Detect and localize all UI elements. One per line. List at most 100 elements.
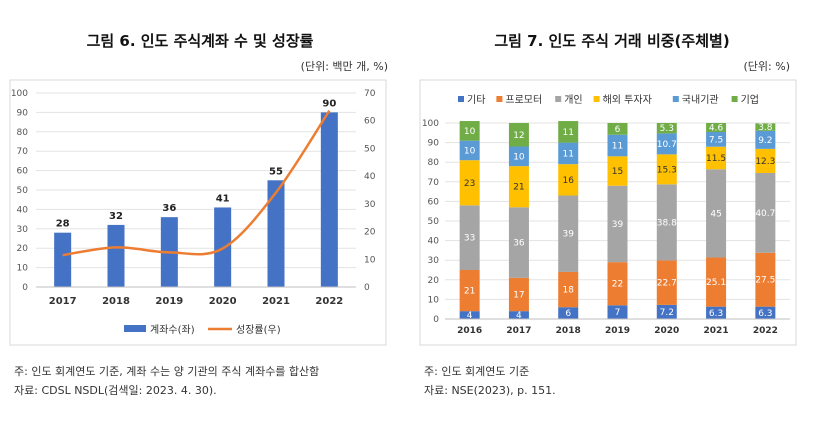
segment-data-label: 4 [467, 311, 473, 321]
segment-data-label: 45 [710, 209, 721, 219]
y-right-tick-label: 0 [364, 283, 370, 293]
segment-data-label: 21 [513, 183, 524, 193]
bar-data-label: 36 [162, 203, 176, 214]
segment-data-label: 7.5 [709, 135, 723, 145]
stacked-bar-segment [558, 142, 579, 165]
segment-data-label: 4 [516, 311, 522, 321]
stacked-bar-segment [706, 123, 727, 133]
y-left-tick-label: 30 [17, 225, 29, 235]
segment-data-label: 6 [615, 125, 621, 135]
y-tick-label: 60 [428, 197, 440, 207]
stacked-bar-segment [656, 154, 677, 185]
stacked-bar-segment [755, 123, 776, 131]
x-tick-label: 2020 [209, 296, 237, 307]
legend-swatch [731, 96, 738, 102]
bar-data-label: 55 [269, 166, 283, 177]
stacked-bar-segment [508, 166, 529, 208]
stacked-bar-segment [607, 185, 628, 263]
chart-accounts-unit: (단위: 백만 개, %) [301, 60, 388, 73]
y-left-tick-label: 0 [22, 283, 28, 293]
stacked-bar-segment [508, 207, 529, 278]
segment-data-label: 27.5 [755, 276, 775, 286]
bar [320, 112, 338, 288]
segment-data-label: 10 [464, 146, 476, 156]
stacked-bar-segment [459, 270, 480, 312]
legend-swatch [496, 96, 503, 102]
segment-data-label: 7 [615, 308, 621, 318]
x-tick-label: 2022 [753, 326, 778, 336]
stacked-bar-segment [558, 307, 579, 319]
segment-data-label: 25.1 [706, 278, 726, 288]
stacked-bar-segment [459, 160, 480, 206]
y-right-tick-label: 10 [364, 255, 376, 265]
segment-data-label: 5.3 [660, 124, 674, 134]
y-tick-label: 70 [428, 178, 440, 188]
segment-data-label: 39 [612, 220, 624, 230]
segment-data-label: 10 [464, 127, 476, 137]
segment-data-label: 10.7 [657, 140, 677, 150]
x-tick-label: 2020 [654, 326, 679, 336]
segment-data-label: 11 [562, 128, 573, 138]
segment-data-label: 4.6 [709, 124, 724, 134]
legend-label: 국내기관 [682, 94, 719, 106]
stacked-bar-segment [656, 260, 677, 305]
growth-rate-line [62, 110, 331, 257]
segment-data-label: 39 [562, 230, 574, 240]
segment-data-label: 9.2 [758, 136, 772, 146]
x-tick-label: 2018 [556, 326, 581, 336]
stacked-bar-segment [459, 205, 480, 270]
legend-swatch [593, 96, 600, 102]
bar-data-label: 28 [56, 219, 70, 230]
stacked-bar-segment [459, 311, 480, 319]
bar [267, 180, 285, 287]
stacked-bar-segment [706, 169, 727, 258]
y-left-tick-label: 80 [17, 128, 29, 138]
y-left-tick-label: 20 [17, 244, 29, 254]
bar [54, 232, 72, 287]
stacked-bar-segment [755, 306, 776, 319]
stacked-bar-segment [755, 130, 776, 149]
segment-data-label: 12.3 [755, 157, 775, 167]
stacked-bar-segment [558, 195, 579, 272]
chart-accounts-title: 그림 6. 인도 주식계좌 수 및 성장률 [87, 32, 314, 50]
segment-data-label: 33 [464, 234, 475, 244]
segment-data-label: 40.7 [755, 209, 775, 219]
stacked-bar-segment [706, 132, 727, 147]
segment-data-label: 36 [513, 239, 525, 249]
y-tick-label: 0 [433, 315, 439, 325]
x-tick-label: 2021 [262, 296, 290, 307]
stacked-bar-segment [706, 146, 727, 170]
bar-data-label: 41 [216, 193, 230, 204]
y-right-tick-label: 30 [364, 200, 376, 210]
y-tick-label: 100 [422, 119, 439, 129]
stacked-bar-segment [607, 123, 628, 135]
chart-accounts-panel: 그림 6. 인도 주식계좌 수 및 성장률 (단위: 백만 개, %) 0 10 2… [9, 32, 388, 346]
bar-data-label: 90 [322, 98, 336, 109]
y-tick-label: 30 [428, 256, 440, 266]
x-tick-label: 2017 [506, 326, 531, 336]
stacked-bar-segment [755, 148, 776, 173]
segment-data-label: 6 [565, 309, 571, 319]
legend-swatch [124, 325, 146, 332]
legend-label: 계좌수(좌) [150, 324, 195, 336]
chart-trading-share-source: 자료: NSE(2023), p. 151. [424, 384, 556, 397]
segment-data-label: 10 [513, 152, 525, 162]
stacked-bar-segment [656, 123, 677, 134]
stacked-bar-segment [656, 304, 677, 319]
y-tick-label: 20 [428, 276, 440, 286]
legend-label: 개인 [564, 94, 582, 106]
chart-accounts-source: 자료: CDSL NSDL(검색일: 2023. 4. 30). [14, 384, 217, 397]
x-tick-label: 2017 [49, 296, 77, 307]
y-tick-label: 90 [428, 139, 440, 149]
legend-label: 프로모터 [505, 94, 542, 106]
bar [107, 224, 125, 287]
segment-data-label: 15.3 [657, 165, 677, 175]
segment-data-label: 6.3 [709, 309, 723, 319]
stacked-bar-segment [558, 121, 579, 143]
stacked-bar-segment [558, 271, 579, 308]
y-tick-label: 80 [428, 158, 440, 168]
y-tick-label: 10 [428, 295, 440, 305]
legend-label: 기업 [741, 93, 759, 106]
segment-data-label: 12 [513, 131, 524, 141]
stacked-bar-segment [508, 311, 529, 319]
